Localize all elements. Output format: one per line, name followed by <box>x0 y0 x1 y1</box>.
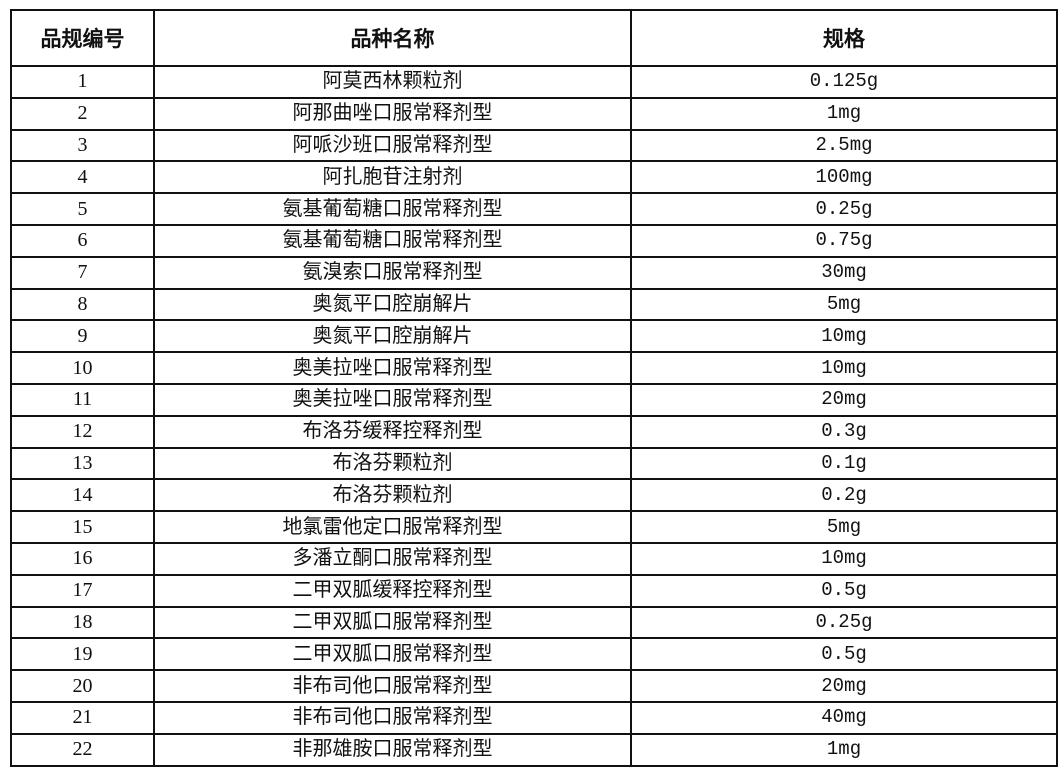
table-row: 20 非布司他口服常释剂型 20mg <box>10 669 1058 703</box>
cell-spec: 0.2g <box>630 478 1058 513</box>
cell-name: 氨基葡萄糖口服常释剂型 <box>153 192 632 226</box>
cell-id: 20 <box>10 669 155 703</box>
cell-id: 6 <box>10 223 155 258</box>
table-row: 2 阿那曲唑口服常释剂型 1mg <box>10 96 1058 131</box>
cell-name: 阿莫西林颗粒剂 <box>153 65 632 99</box>
cell-spec: 0.5g <box>630 637 1058 672</box>
cell-name: 二甲双胍缓释控释剂型 <box>153 573 632 608</box>
cell-id: 16 <box>10 541 155 576</box>
table-row: 9 奥氮平口腔崩解片 10mg <box>10 319 1058 354</box>
cell-spec: 0.25g <box>630 605 1058 640</box>
cell-name: 奥氮平口腔崩解片 <box>153 319 632 354</box>
cell-spec: 40mg <box>630 700 1058 735</box>
cell-id: 21 <box>10 700 155 735</box>
table-row: 10 奥美拉唑口服常释剂型 10mg <box>10 351 1058 385</box>
cell-name: 布洛芬颗粒剂 <box>153 478 632 513</box>
cell-spec: 10mg <box>630 319 1058 354</box>
cell-id: 10 <box>10 351 155 385</box>
cell-id: 12 <box>10 414 155 449</box>
cell-spec: 0.1g <box>630 446 1058 481</box>
cell-id: 4 <box>10 160 155 195</box>
cell-spec: 5mg <box>630 510 1058 544</box>
cell-id: 18 <box>10 605 155 640</box>
table-row: 17 二甲双胍缓释控释剂型 0.5g <box>10 573 1058 608</box>
cell-spec: 10mg <box>630 351 1058 385</box>
cell-id: 15 <box>10 510 155 544</box>
cell-name: 布洛芬缓释控释剂型 <box>153 414 632 449</box>
cell-spec: 0.3g <box>630 414 1058 449</box>
table-row: 1 阿莫西林颗粒剂 0.125g <box>10 65 1058 99</box>
cell-id: 19 <box>10 637 155 672</box>
cell-spec: 100mg <box>630 160 1058 195</box>
table-row: 13 布洛芬颗粒剂 0.1g <box>10 446 1058 481</box>
cell-name: 二甲双胍口服常释剂型 <box>153 637 632 672</box>
table-row: 19 二甲双胍口服常释剂型 0.5g <box>10 637 1058 672</box>
cell-id: 11 <box>10 382 155 417</box>
cell-id: 1 <box>10 65 155 99</box>
cell-name: 非布司他口服常释剂型 <box>153 700 632 735</box>
cell-id: 8 <box>10 287 155 322</box>
cell-id: 5 <box>10 192 155 226</box>
cell-id: 2 <box>10 96 155 131</box>
drug-spec-table: 品规编号 品种名称 规格 1 阿莫西林颗粒剂 0.125g 2 阿那曲唑口服常释剂型 1m… <box>10 9 1058 767</box>
cell-spec: 0.75g <box>630 223 1058 258</box>
cell-name: 奥美拉唑口服常释剂型 <box>153 351 632 385</box>
cell-spec: 0.25g <box>630 192 1058 226</box>
cell-name: 阿那曲唑口服常释剂型 <box>153 96 632 131</box>
cell-spec: 20mg <box>630 382 1058 417</box>
cell-name: 奥美拉唑口服常释剂型 <box>153 382 632 417</box>
cell-name: 非那雄胺口服常释剂型 <box>153 732 632 767</box>
cell-name: 布洛芬颗粒剂 <box>153 446 632 481</box>
cell-spec: 1mg <box>630 732 1058 767</box>
header-id: 品规编号 <box>10 9 155 67</box>
cell-id: 13 <box>10 446 155 481</box>
header-name: 品种名称 <box>153 9 632 67</box>
table-row: 21 非布司他口服常释剂型 40mg <box>10 700 1058 735</box>
table-row: 3 阿哌沙班口服常释剂型 2.5mg <box>10 128 1058 163</box>
table-row: 6 氨基葡萄糖口服常释剂型 0.75g <box>10 223 1058 258</box>
cell-id: 9 <box>10 319 155 354</box>
table-row: 5 氨基葡萄糖口服常释剂型 0.25g <box>10 192 1058 226</box>
table-row: 14 布洛芬颗粒剂 0.2g <box>10 478 1058 513</box>
header-spec: 规格 <box>630 9 1058 67</box>
table-row: 11 奥美拉唑口服常释剂型 20mg <box>10 382 1058 417</box>
cell-id: 17 <box>10 573 155 608</box>
table-row: 16 多潘立酮口服常释剂型 10mg <box>10 541 1058 576</box>
cell-name: 地氯雷他定口服常释剂型 <box>153 510 632 544</box>
cell-name: 氨基葡萄糖口服常释剂型 <box>153 223 632 258</box>
cell-name: 阿哌沙班口服常释剂型 <box>153 128 632 163</box>
table-row: 18 二甲双胍口服常释剂型 0.25g <box>10 605 1058 640</box>
cell-name: 二甲双胍口服常释剂型 <box>153 605 632 640</box>
table-row: 22 非那雄胺口服常释剂型 1mg <box>10 732 1058 767</box>
cell-id: 14 <box>10 478 155 513</box>
cell-spec: 0.5g <box>630 573 1058 608</box>
table-row: 7 氨溴索口服常释剂型 30mg <box>10 255 1058 290</box>
cell-name: 阿扎胞苷注射剂 <box>153 160 632 195</box>
cell-spec: 5mg <box>630 287 1058 322</box>
cell-spec: 30mg <box>630 255 1058 290</box>
cell-name: 奥氮平口腔崩解片 <box>153 287 632 322</box>
header-row: 品规编号 品种名称 规格 <box>10 9 1058 67</box>
table-row: 4 阿扎胞苷注射剂 100mg <box>10 160 1058 195</box>
cell-id: 22 <box>10 732 155 767</box>
cell-name: 多潘立酮口服常释剂型 <box>153 541 632 576</box>
cell-spec: 1mg <box>630 96 1058 131</box>
table-row: 15 地氯雷他定口服常释剂型 5mg <box>10 510 1058 544</box>
cell-spec: 2.5mg <box>630 128 1058 163</box>
cell-id: 3 <box>10 128 155 163</box>
table-row: 8 奥氮平口腔崩解片 5mg <box>10 287 1058 322</box>
cell-spec: 0.125g <box>630 65 1058 99</box>
cell-name: 非布司他口服常释剂型 <box>153 669 632 703</box>
cell-spec: 20mg <box>630 669 1058 703</box>
cell-spec: 10mg <box>630 541 1058 576</box>
cell-id: 7 <box>10 255 155 290</box>
table-row: 12 布洛芬缓释控释剂型 0.3g <box>10 414 1058 449</box>
cell-name: 氨溴索口服常释剂型 <box>153 255 632 290</box>
